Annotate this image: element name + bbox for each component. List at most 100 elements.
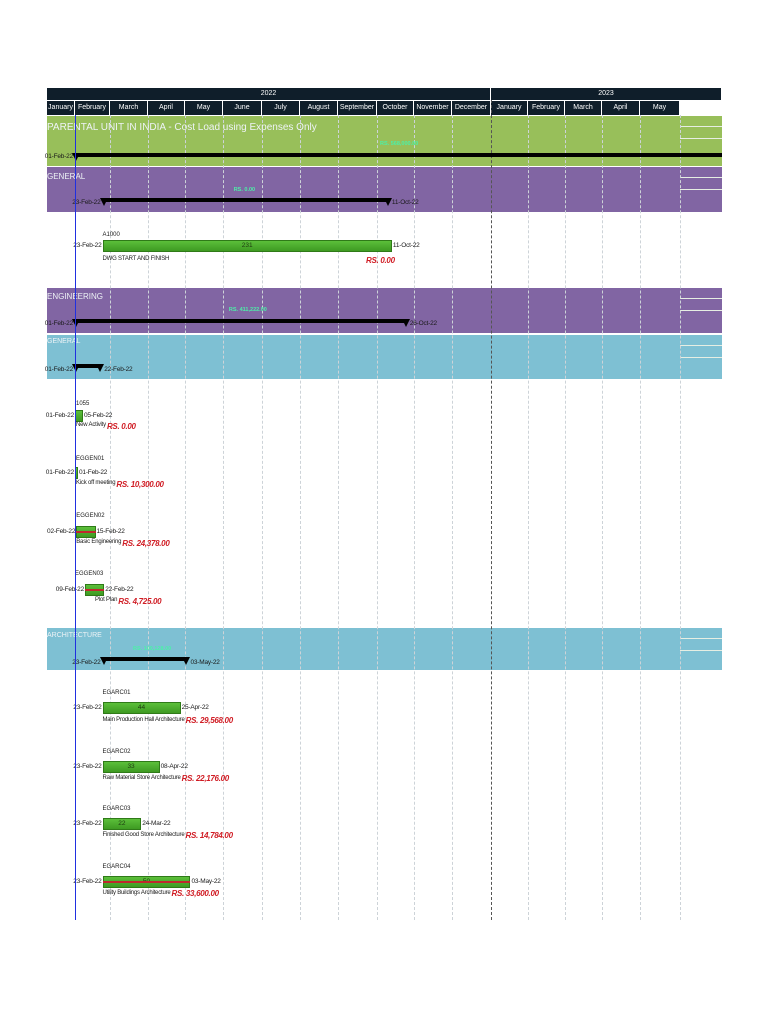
activity-id: EGGEN01: [76, 456, 105, 462]
activity-name: Basic Engineering: [76, 539, 122, 545]
start-date: 02-Feb-22: [47, 528, 76, 535]
month-gridline: [680, 115, 681, 920]
band-divider: [680, 189, 722, 190]
summary-bar: [75, 319, 407, 323]
summary-finish-marker: [383, 198, 392, 206]
start-date: 23-Feb-22: [73, 763, 102, 770]
critical-path-line: [76, 531, 96, 533]
month-header: October: [377, 101, 414, 115]
month-header: November: [414, 101, 452, 115]
start-date: 23-Feb-22: [73, 704, 102, 711]
finish-date: 15-Feb-22: [96, 528, 125, 535]
activity-name: Finished Good Store Architecture: [102, 832, 185, 838]
activity-bar[interactable]: 231: [102, 240, 392, 252]
start-date: 09-Feb-22: [55, 586, 84, 593]
finish-date: 01-Feb-22: [79, 469, 108, 476]
finish-date: 22-Feb-22: [105, 586, 134, 593]
month-header: June: [223, 101, 262, 115]
month-header: August: [300, 101, 338, 115]
month-header: March: [565, 101, 602, 115]
activity-cost: RS. 24,378.00: [122, 539, 170, 548]
summary-bar: [102, 198, 389, 202]
month-gridline: [338, 115, 339, 920]
summary-start-marker: [72, 319, 80, 327]
month-gridline: [640, 115, 641, 920]
summary-start-marker: [72, 153, 80, 161]
finish-date: 25-Apr-22: [181, 704, 209, 711]
summary-cost: RS. 0.00: [233, 187, 256, 193]
start-date: 23-Feb-22: [73, 878, 102, 885]
finish-date: 24-Mar-22: [142, 820, 171, 827]
activity-name: Kick off meeting: [76, 480, 116, 486]
band-title: ARCHITECTURE: [47, 632, 102, 639]
summary-bar: [75, 153, 722, 157]
data-date-line: [75, 115, 76, 920]
month-gridline: [185, 115, 186, 920]
activity-cost: RS. 4,725.00: [118, 597, 162, 606]
activity-name: Raw Material Store Architecture: [102, 775, 181, 781]
wbs-band: [47, 116, 722, 166]
month-header: September: [338, 101, 377, 115]
summary-start-marker: [99, 198, 108, 206]
band-divider: [680, 345, 722, 346]
start-date: 23-Feb-22: [73, 820, 102, 827]
wbs-band: [47, 288, 722, 333]
activity-name: Main Production Hall Architecture: [102, 717, 185, 723]
band-title: PARENTAL UNIT IN INDIA - Cost Load using…: [47, 122, 317, 133]
start-date: 01-Feb-22: [45, 412, 74, 419]
activity-duration: 231: [241, 242, 253, 249]
finish-date: 05-Feb-22: [84, 412, 113, 419]
band-title: GENERAL: [47, 338, 81, 345]
activity-bar[interactable]: 44: [102, 702, 181, 714]
month-gridline: [110, 115, 111, 920]
activity-bar[interactable]: [75, 410, 83, 422]
band-title: GENERAL: [47, 172, 86, 181]
month-header: January: [491, 101, 528, 115]
band-divider: [680, 126, 722, 127]
activity-cost: RS. 33,600.00: [171, 889, 220, 898]
band-divider: [680, 177, 722, 178]
finish-date: 08-Apr-22: [160, 763, 188, 770]
activity-cost: RS. 22,176.00: [181, 774, 230, 783]
finish-date: 11-Oct-22: [392, 242, 420, 249]
finish-date: 03-May-22: [191, 878, 221, 885]
month-gridline: [528, 115, 529, 920]
summary-bar: [102, 657, 188, 661]
activity-id: EGGEN02: [76, 513, 105, 519]
finish-date: 26-Oct-22: [409, 320, 437, 327]
activity-bar[interactable]: 33: [102, 761, 160, 773]
start-date: 01-Feb-22: [44, 320, 73, 327]
activity-cost: RS. 14,784.00: [185, 831, 233, 840]
activity-id: 1055: [76, 401, 90, 407]
wbs-band: [47, 335, 722, 379]
month-gridline: [452, 115, 453, 920]
activity-duration: 22: [118, 820, 126, 827]
month-header: February: [75, 101, 110, 115]
month-header: May: [640, 101, 680, 115]
band-divider: [680, 357, 722, 358]
activity-id: A1000: [102, 232, 120, 238]
month-header: December: [452, 101, 491, 115]
activity-id: EGARC01: [102, 690, 131, 696]
summary-start-marker: [99, 657, 108, 665]
activity-bar[interactable]: 22: [102, 818, 142, 830]
start-date: 01-Feb-22: [44, 366, 73, 373]
activity-id: EGGEN03: [75, 571, 104, 577]
month-gridline: [262, 115, 263, 920]
year-header: 2022: [47, 88, 491, 100]
month-header: April: [602, 101, 640, 115]
summary-finish-marker: [182, 657, 191, 665]
month-gridline: [602, 115, 603, 920]
summary-finish-marker: [96, 364, 105, 372]
activity-cost: RS. 0.00: [106, 422, 136, 431]
month-gridline: [148, 115, 149, 920]
activity-cost: RS. 10,300.00: [116, 480, 164, 489]
start-date: 23-Feb-22: [72, 199, 101, 206]
summary-start-marker: [72, 364, 80, 372]
band-divider: [680, 298, 722, 299]
month-header: May: [185, 101, 223, 115]
activity-id: EGARC03: [102, 806, 131, 812]
finish-date: 03-May-22: [190, 659, 220, 666]
month-gridline: [223, 115, 224, 920]
